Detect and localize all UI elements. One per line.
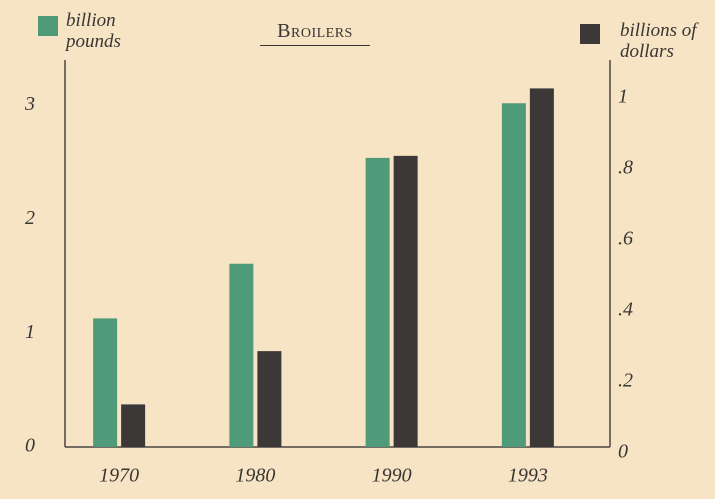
y2-tick-label: .4 — [618, 299, 633, 321]
bar — [229, 263, 254, 447]
y2-tick-label: .2 — [618, 370, 633, 392]
bar — [93, 318, 118, 447]
x-tick-label: 1993 — [508, 465, 548, 487]
bar — [529, 88, 554, 447]
bar — [501, 103, 526, 448]
x-tick-label: 1970 — [99, 465, 139, 487]
bar — [365, 157, 390, 447]
y2-tick-label: 0 — [618, 441, 628, 463]
y-tick-label: 2 — [25, 207, 35, 229]
chart-title: Broilers — [260, 20, 370, 46]
y-tick-label: 0 — [25, 435, 35, 457]
legend-swatch — [580, 24, 600, 44]
y2-tick-label: .6 — [618, 228, 633, 250]
y2-tick-label: .8 — [618, 157, 633, 179]
x-tick-label: 1990 — [372, 465, 412, 487]
bar — [393, 155, 418, 448]
y-tick-label: 1 — [25, 321, 35, 343]
legend-label: billions of dollars — [620, 20, 697, 62]
legend-swatch — [38, 16, 58, 36]
x-tick-label: 1980 — [235, 465, 275, 487]
legend-label: billion pounds — [66, 10, 121, 52]
bar — [121, 404, 146, 447]
y-tick-label: 3 — [24, 93, 35, 115]
y2-tick-label: 1 — [618, 86, 628, 108]
bar — [257, 351, 282, 447]
